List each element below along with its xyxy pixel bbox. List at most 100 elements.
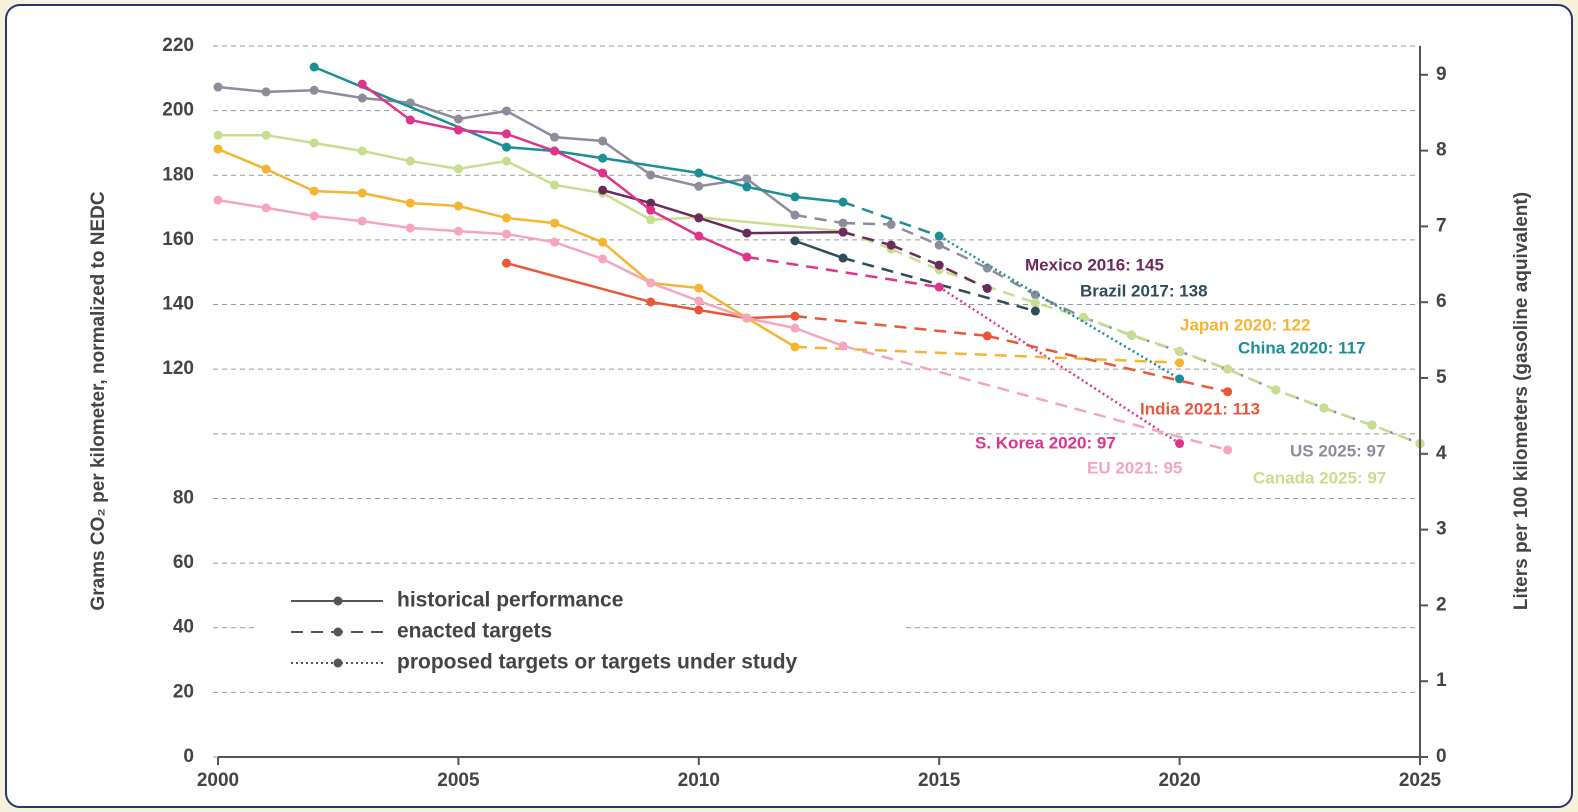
- point: [501, 129, 511, 139]
- legend-label: historical performance: [397, 589, 623, 612]
- point: [646, 297, 656, 307]
- point: [501, 258, 511, 268]
- point: [742, 228, 752, 238]
- x-tick-label: 2020: [1158, 770, 1200, 791]
- point: [309, 62, 319, 72]
- point: [453, 164, 463, 174]
- connector: [746, 255, 940, 289]
- point: [982, 331, 992, 341]
- annotation: Brazil 2017: 138: [1080, 281, 1208, 300]
- legend-marker: [333, 596, 343, 606]
- connector: [938, 234, 1181, 380]
- point: [790, 323, 800, 333]
- point: [405, 198, 415, 208]
- point: [934, 240, 944, 250]
- y-axis-title: Grams CO₂ per kilometer, normalized to N…: [88, 191, 109, 610]
- point: [598, 185, 608, 195]
- point: [694, 181, 704, 191]
- point: [213, 82, 223, 92]
- point: [1175, 358, 1185, 368]
- point: [405, 223, 415, 233]
- point: [694, 213, 704, 223]
- y-tick-label: 220: [162, 35, 194, 56]
- y2-tick-label: 2: [1436, 594, 1447, 615]
- point: [405, 115, 415, 125]
- legend-bg: [255, 582, 905, 682]
- point: [598, 168, 608, 178]
- series-line: [313, 65, 844, 204]
- y-tick-label: 200: [162, 100, 194, 121]
- point: [838, 341, 848, 351]
- point: [309, 138, 319, 148]
- point: [550, 132, 560, 142]
- point: [982, 263, 992, 273]
- point: [790, 342, 800, 352]
- y2-tick-label: 8: [1436, 140, 1447, 161]
- point: [742, 313, 752, 323]
- y2-tick-label: 3: [1436, 519, 1447, 540]
- y-tick-label: 180: [162, 164, 194, 185]
- point: [453, 114, 463, 124]
- point: [1223, 445, 1233, 455]
- point: [646, 205, 656, 215]
- point: [838, 218, 848, 228]
- grid: [213, 45, 1420, 758]
- connector: [794, 345, 1180, 364]
- point: [261, 203, 271, 213]
- point: [357, 216, 367, 226]
- point: [694, 296, 704, 306]
- y-tick-label: 160: [162, 229, 194, 250]
- connector: [794, 314, 988, 338]
- point: [501, 156, 511, 166]
- y2-tick-label: 9: [1436, 64, 1447, 85]
- point: [790, 192, 800, 202]
- point: [598, 254, 608, 264]
- y2-tick-label: 0: [1436, 746, 1447, 767]
- x-tick-label: 2015: [918, 770, 961, 791]
- point: [501, 229, 511, 239]
- point: [1030, 306, 1040, 316]
- point: [598, 153, 608, 163]
- series-line: [217, 198, 844, 348]
- point: [790, 311, 800, 321]
- legend-marker: [333, 627, 343, 637]
- connector: [842, 344, 1229, 452]
- y-tick-label: 40: [173, 617, 194, 638]
- y2-axis-title: Liters per 100 kilometers (gasoline aqui…: [1511, 192, 1532, 610]
- y-tick-label: 80: [173, 487, 194, 508]
- annotation: India 2021: 113: [1140, 399, 1260, 418]
- series-line: [218, 133, 844, 233]
- point: [405, 156, 415, 166]
- point: [1175, 439, 1185, 449]
- point: [213, 130, 223, 140]
- y-tick-label: 120: [162, 358, 194, 379]
- point: [213, 195, 223, 205]
- point: [934, 260, 944, 270]
- connector: [842, 200, 940, 238]
- series-line: [890, 243, 988, 290]
- annotation: Mexico 2016: 145: [1025, 255, 1164, 274]
- series-line: [794, 239, 844, 260]
- point: [357, 79, 367, 89]
- point: [646, 215, 656, 225]
- annotation: Canada 2025: 97: [1253, 468, 1386, 487]
- point: [357, 146, 367, 156]
- point: [1319, 403, 1329, 413]
- point: [453, 125, 463, 135]
- y2-tick-label: 4: [1436, 443, 1447, 464]
- y-tick-label: 20: [173, 681, 194, 702]
- y2-tick-label: 1: [1436, 670, 1447, 691]
- connector: [794, 213, 844, 225]
- point: [550, 180, 560, 190]
- annotation: China 2020: 117: [1238, 338, 1366, 357]
- point: [646, 278, 656, 288]
- point: [646, 170, 656, 180]
- point: [694, 305, 704, 315]
- point: [501, 106, 511, 116]
- point: [213, 144, 223, 154]
- point: [1127, 330, 1137, 340]
- point: [694, 168, 704, 178]
- annotation: S. Korea 2020: 97: [975, 433, 1116, 452]
- y2-tick-label: 7: [1436, 215, 1447, 236]
- y2-tick-label: 6: [1436, 291, 1447, 312]
